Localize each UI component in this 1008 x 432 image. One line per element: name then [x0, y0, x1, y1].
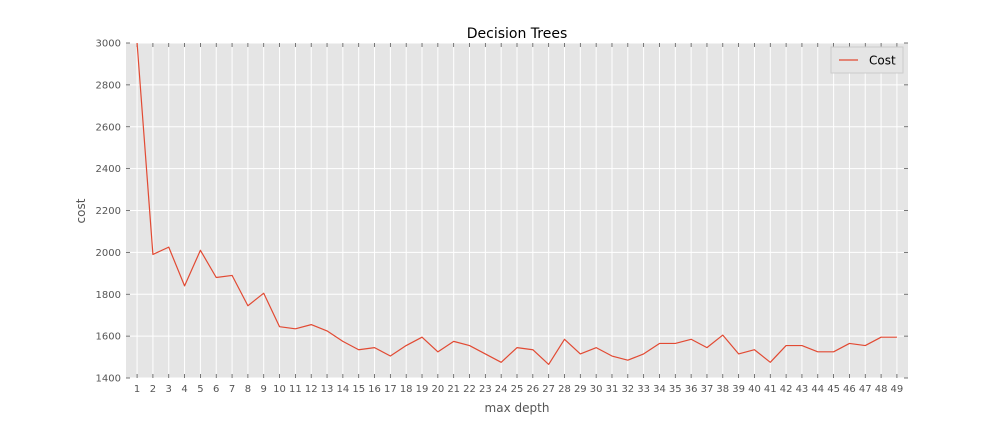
x-tick-label: 36 [685, 384, 698, 395]
x-tick-label: 12 [305, 384, 318, 395]
y-tick-label: 2800 [96, 80, 121, 91]
x-tick-label: 13 [321, 384, 334, 395]
x-tick-label: 34 [653, 384, 666, 395]
x-tick-label: 17 [384, 384, 397, 395]
x-tick-label: 31 [606, 384, 619, 395]
x-tick-label: 9 [261, 384, 267, 395]
x-tick-label: 6 [213, 384, 219, 395]
x-tick-label: 24 [495, 384, 508, 395]
x-tick-label: 8 [245, 384, 251, 395]
x-tick-label: 18 [400, 384, 413, 395]
x-tick-label: 46 [843, 384, 856, 395]
x-tick-label: 32 [621, 384, 634, 395]
x-tick-label: 37 [701, 384, 714, 395]
y-tick-label: 1600 [96, 332, 121, 343]
x-tick-label: 21 [447, 384, 460, 395]
chart-title: Decision Trees [467, 26, 568, 42]
x-tick-label: 26 [526, 384, 539, 395]
y-tick-label: 3000 [96, 39, 121, 50]
x-tick-label: 23 [479, 384, 492, 395]
x-tick-label: 3 [166, 384, 172, 395]
y-tick-label: 2000 [96, 248, 121, 259]
x-tick-label: 2 [150, 384, 156, 395]
y-tick-label: 2600 [96, 122, 121, 133]
x-tick-label: 47 [859, 384, 872, 395]
x-tick-label: 10 [273, 384, 286, 395]
x-tick-label: 28 [558, 384, 571, 395]
x-tick-label: 49 [891, 384, 904, 395]
x-tick-label: 39 [732, 384, 745, 395]
x-tick-label: 38 [716, 384, 729, 395]
x-tick-label: 45 [827, 384, 840, 395]
y-tick-label: 2400 [96, 164, 121, 175]
x-tick-label: 19 [416, 384, 429, 395]
y-axis-label: cost [74, 198, 88, 223]
series-layer [136, 42, 897, 365]
x-tick-label: 11 [289, 384, 302, 395]
x-tick-label: 29 [574, 384, 587, 395]
x-tick-label: 44 [811, 384, 824, 395]
x-tick-label: 40 [748, 384, 761, 395]
x-tick-label: 41 [764, 384, 777, 395]
x-tick-label: 25 [511, 384, 524, 395]
x-tick-label: 15 [352, 384, 365, 395]
x-tick-label: 7 [229, 384, 235, 395]
x-tick-label: 22 [463, 384, 476, 395]
y-tick-label: 2200 [96, 206, 121, 217]
x-tick-label: 14 [337, 384, 350, 395]
x-tick-label: 48 [875, 384, 888, 395]
x-tick-label: 27 [542, 384, 555, 395]
series-line-cost [136, 42, 897, 365]
legend: Cost [830, 46, 904, 74]
x-tick-label: 1 [134, 384, 140, 395]
x-tick-label: 33 [637, 384, 650, 395]
gridlines [126, 42, 908, 379]
x-tick-label: 30 [590, 384, 603, 395]
x-tick-label: 35 [669, 384, 682, 395]
y-tick-label: 1800 [96, 290, 121, 301]
x-tick-label: 43 [796, 384, 809, 395]
x-tick-label: 42 [780, 384, 793, 395]
x-axis-label: max depth [485, 401, 550, 415]
x-tick-label: 5 [197, 384, 203, 395]
x-tick-label: 16 [368, 384, 381, 395]
x-tick-label: 20 [431, 384, 444, 395]
y-tick-label: 1400 [96, 374, 121, 385]
legend-label-cost: Cost [869, 54, 896, 68]
x-tick-label: 4 [181, 384, 187, 395]
